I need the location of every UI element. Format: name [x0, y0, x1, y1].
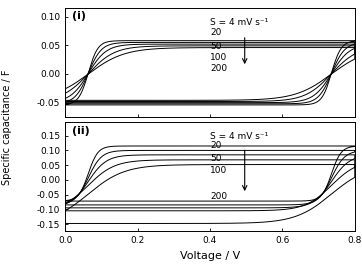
- Text: 100: 100: [210, 53, 227, 63]
- Text: 200: 200: [210, 64, 227, 73]
- Text: S = 4 mV s⁻¹: S = 4 mV s⁻¹: [210, 132, 268, 141]
- Text: 50: 50: [210, 154, 222, 163]
- Text: (ii): (ii): [72, 126, 90, 136]
- Text: Specific capacitance / F: Specific capacitance / F: [2, 70, 12, 185]
- Text: 50: 50: [210, 42, 222, 51]
- Text: 20: 20: [210, 141, 221, 149]
- Text: S = 4 mV s⁻¹: S = 4 mV s⁻¹: [210, 18, 268, 27]
- Text: 100: 100: [210, 166, 227, 175]
- Text: 20: 20: [210, 28, 221, 37]
- Text: (i): (i): [72, 11, 87, 21]
- Text: 200: 200: [210, 192, 227, 201]
- X-axis label: Voltage / V: Voltage / V: [180, 251, 240, 261]
